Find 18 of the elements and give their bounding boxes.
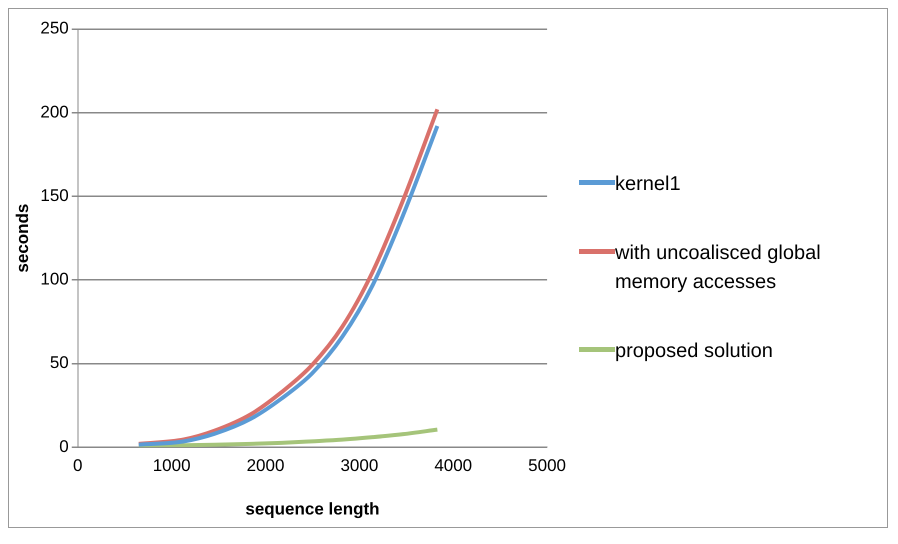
- y-axis-title: seconds: [12, 204, 32, 273]
- y-tick-label: 100: [40, 270, 69, 289]
- y-tick-label: 250: [40, 18, 69, 38]
- y-tick-label: 150: [40, 186, 69, 205]
- x-tick-label: 1000: [152, 456, 191, 476]
- x-tick-label: 0: [73, 456, 82, 476]
- legend-label: proposed solution: [615, 339, 774, 364]
- y-tick-label: 200: [40, 102, 69, 122]
- line-series: [136, 428, 440, 448]
- x-tick-label: 3000: [340, 456, 378, 476]
- legend-label: kernel1: [615, 172, 682, 197]
- y-tick-label: 50: [50, 353, 69, 372]
- legend-label: with uncoalisced global memory accesses: [615, 241, 822, 295]
- x-axis-title: sequence length: [245, 499, 380, 518]
- x-tick-label: 4000: [434, 456, 472, 476]
- y-tick-label: 0: [59, 436, 69, 456]
- x-tick-label: 5000: [528, 456, 566, 476]
- x-tick-label: 2000: [246, 456, 284, 476]
